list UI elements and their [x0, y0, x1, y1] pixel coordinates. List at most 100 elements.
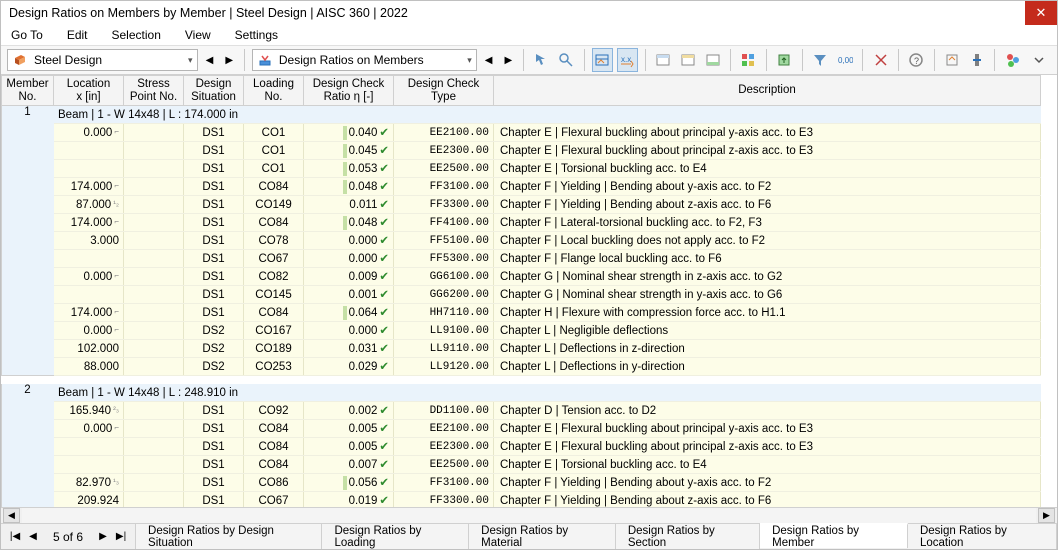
table-row[interactable]: 0.000⌐ DS1 CO84 0.005✔ EE2100.00 Chapter… [2, 420, 1041, 438]
layout-2-icon[interactable] [677, 48, 698, 72]
table-row[interactable]: 174.000⌐ DS1 CO84 0.048✔ FF4100.00 Chapt… [2, 214, 1041, 232]
layout-3-icon[interactable] [702, 48, 723, 72]
table-row[interactable]: 102.000 DS2 CO189 0.031✔ LL9110.00 Chapt… [2, 340, 1041, 358]
cell-situation: DS1 [184, 456, 244, 474]
col-member[interactable]: Member No. [2, 76, 54, 106]
nav-prev-module[interactable]: ◀ [202, 49, 218, 71]
table-row[interactable]: 165.940²₃ DS1 CO92 0.002✔ DD1100.00 Chap… [2, 402, 1041, 420]
table-row[interactable]: 209.924 DS1 CO67 0.019✔ FF3300.00 Chapte… [2, 492, 1041, 507]
cell-situation: DS1 [184, 402, 244, 420]
module-dropdown[interactable]: Steel Design ▾ [7, 49, 198, 71]
pager-first[interactable]: |◀ [7, 529, 23, 545]
table-row[interactable]: DS1 CO84 0.005✔ EE2300.00 Chapter E | Fl… [2, 438, 1041, 456]
nav-next-module[interactable]: ▶ [221, 49, 237, 71]
bottom-tab[interactable]: Design Ratios by Location [908, 524, 1057, 549]
cell-loading: CO253 [244, 358, 304, 376]
cell-location: 0.000⌐ [54, 420, 124, 438]
clear-icon[interactable] [870, 48, 891, 72]
cell-type: LL9110.00 [394, 340, 494, 358]
tool-a-icon[interactable] [942, 48, 963, 72]
cell-loading: CO78 [244, 232, 304, 250]
table-row[interactable]: DS1 CO67 0.000✔ FF5300.00 Chapter F | Fl… [2, 250, 1041, 268]
group-header[interactable]: 1 Beam | 1 - W 14x48 | L : 174.000 in [2, 106, 1041, 124]
cell-location [54, 160, 124, 178]
tool-b-icon[interactable] [966, 48, 987, 72]
export-icon[interactable] [774, 48, 795, 72]
table-row[interactable]: 0.000⌐ DS1 CO1 0.040✔ EE2100.00 Chapter … [2, 124, 1041, 142]
cell-situation: DS1 [184, 268, 244, 286]
color-icon[interactable] [738, 48, 759, 72]
cell-stress [124, 178, 184, 196]
cell-situation: DS1 [184, 438, 244, 456]
bottom-tab[interactable]: Design Ratios by Member [760, 523, 908, 548]
table-row[interactable]: DS1 CO1 0.045✔ EE2300.00 Chapter E | Fle… [2, 142, 1041, 160]
table-row[interactable]: 88.000 DS2 CO253 0.029✔ LL9120.00 Chapte… [2, 358, 1041, 376]
cell-situation: DS1 [184, 474, 244, 492]
table-row[interactable]: 87.000¹₂ DS1 CO149 0.011✔ FF3300.00 Chap… [2, 196, 1041, 214]
pager-last[interactable]: ▶| [113, 529, 129, 545]
table-row[interactable]: 0.000⌐ DS1 CO82 0.009✔ GG6100.00 Chapter… [2, 268, 1041, 286]
col-desc[interactable]: Description [494, 76, 1041, 106]
scroll-track[interactable] [22, 508, 1036, 523]
nav-prev-table[interactable]: ◀ [481, 49, 497, 71]
group-header[interactable]: 2 Beam | 1 - W 14x48 | L : 248.910 in [2, 384, 1041, 402]
table-row[interactable]: 82.970¹₃ DS1 CO86 0.056✔ FF3100.00 Chapt… [2, 474, 1041, 492]
col-situation[interactable]: Design Situation [184, 76, 244, 106]
find-icon[interactable] [556, 48, 577, 72]
settings-icon[interactable] [1002, 48, 1023, 72]
cell-ratio: 0.011✔ [304, 196, 394, 214]
col-ratio[interactable]: Design Check Ratio η [-] [304, 76, 394, 106]
cell-stress [124, 322, 184, 340]
col-loading[interactable]: Loading No. [244, 76, 304, 106]
separator [994, 49, 995, 71]
scroll-left-icon[interactable]: ◀ [3, 508, 20, 523]
cell-stress [124, 340, 184, 358]
cell-desc: Chapter E | Torsional buckling acc. to E… [494, 456, 1041, 474]
menu-settings[interactable]: Settings [231, 26, 282, 44]
view-mode-1-icon[interactable] [592, 48, 613, 72]
col-location[interactable]: Location x [in] [54, 76, 124, 106]
cell-location [54, 142, 124, 160]
decimals-icon[interactable]: 0,00 [834, 48, 855, 72]
table-row[interactable]: DS1 CO145 0.001✔ GG6200.00 Chapter G | N… [2, 286, 1041, 304]
cell-desc: Chapter G | Nominal shear strength in y-… [494, 286, 1041, 304]
col-stress[interactable]: Stress Point No. [124, 76, 184, 106]
cell-type: LL9100.00 [394, 322, 494, 340]
bottom-tab[interactable]: Design Ratios by Material [469, 524, 616, 549]
bottom-tab[interactable]: Design Ratios by Loading [322, 524, 469, 549]
nav-next-table[interactable]: ▶ [501, 49, 517, 71]
pager-next[interactable]: ▶ [95, 529, 111, 545]
scroll-right-icon[interactable]: ▶ [1038, 508, 1055, 523]
view-mode-2-icon[interactable]: x.x [617, 48, 638, 72]
bottom-tab[interactable]: Design Ratios by Section [616, 524, 760, 549]
cell-stress [124, 474, 184, 492]
menu-view[interactable]: View [181, 26, 215, 44]
layout-1-icon[interactable] [652, 48, 673, 72]
data-grid[interactable]: Member No. Location x [in] Stress Point … [1, 75, 1057, 507]
cell-situation: DS1 [184, 124, 244, 142]
cell-type: FF5300.00 [394, 250, 494, 268]
pager-prev[interactable]: ◀ [25, 529, 41, 545]
table-row[interactable]: 174.000⌐ DS1 CO84 0.064✔ HH7110.00 Chapt… [2, 304, 1041, 322]
select-icon[interactable] [531, 48, 552, 72]
table-row[interactable]: 174.000⌐ DS1 CO84 0.048✔ FF3100.00 Chapt… [2, 178, 1041, 196]
filter-icon[interactable] [809, 48, 830, 72]
menu-goto[interactable]: Go To [7, 26, 47, 44]
cell-ratio: 0.053✔ [304, 160, 394, 178]
horizontal-scrollbar[interactable]: ◀ ▶ [1, 507, 1057, 523]
menu-selection[interactable]: Selection [108, 26, 165, 44]
more-icon[interactable] [1027, 48, 1051, 72]
close-button[interactable]: ✕ [1025, 1, 1057, 25]
bottom-tab[interactable]: Design Ratios by Design Situation [136, 524, 322, 549]
table-row[interactable]: 3.000 DS1 CO78 0.000✔ FF5100.00 Chapter … [2, 232, 1041, 250]
cell-loading: CO84 [244, 304, 304, 322]
table-row[interactable]: 0.000⌐ DS2 CO167 0.000✔ LL9100.00 Chapte… [2, 322, 1041, 340]
menu-edit[interactable]: Edit [63, 26, 92, 44]
col-type[interactable]: Design Check Type [394, 76, 494, 106]
help-icon[interactable]: ? [906, 48, 927, 72]
cell-situation: DS1 [184, 420, 244, 438]
table-dropdown[interactable]: Design Ratios on Members ▾ [252, 49, 477, 71]
cell-stress [124, 492, 184, 507]
table-row[interactable]: DS1 CO1 0.053✔ EE2500.00 Chapter E | Tor… [2, 160, 1041, 178]
table-row[interactable]: DS1 CO84 0.007✔ EE2500.00 Chapter E | To… [2, 456, 1041, 474]
